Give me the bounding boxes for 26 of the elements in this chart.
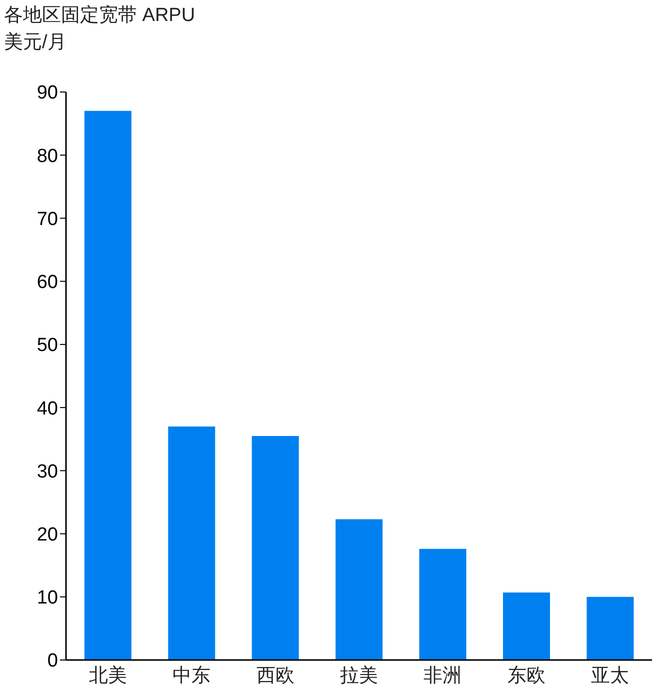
x-tick-label: 西欧 [256, 665, 294, 686]
chart-title: 各地区固定宽带 ARPU [4, 4, 196, 28]
x-tick-label: 东欧 [507, 665, 546, 686]
y-tick-label: 70 [36, 208, 58, 230]
bar [168, 426, 216, 660]
y-axis-title: 美元/月 [4, 30, 68, 55]
y-tick-label: 80 [36, 146, 58, 167]
bar [84, 110, 132, 660]
x-tick-label: 拉美 [340, 664, 378, 686]
y-tick-label: 40 [36, 398, 58, 420]
y-tick-label: 50 [36, 335, 58, 356]
x-tick-label: 非洲 [424, 665, 462, 686]
bar [419, 548, 466, 660]
bar [336, 519, 383, 660]
bar [586, 596, 634, 660]
x-tick-label: 北美 [88, 664, 127, 686]
y-tick-label: 60 [36, 272, 58, 294]
y-tick-label: 0 [47, 650, 58, 672]
x-tick-label: 亚太 [591, 665, 630, 686]
x-tick-label: 中东 [172, 665, 211, 686]
y-tick-label: 10 [36, 588, 58, 609]
y-tick-label: 90 [36, 82, 58, 104]
y-tick-label: 20 [36, 524, 58, 546]
bar [252, 436, 299, 660]
bar [502, 592, 550, 660]
y-tick-label: 30 [36, 461, 58, 482]
